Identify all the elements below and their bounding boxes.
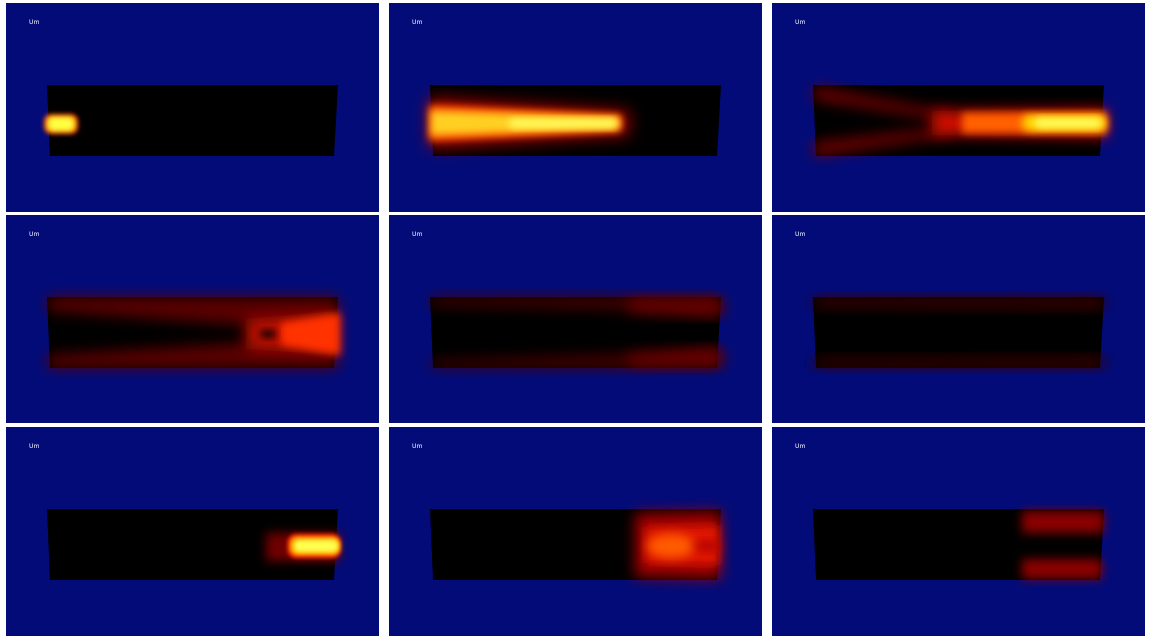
field-plot	[47, 509, 340, 580]
field-plot	[813, 509, 1104, 580]
domain	[813, 297, 1104, 368]
field-plot	[813, 297, 1104, 368]
field-plot	[430, 509, 721, 580]
field-plot	[47, 297, 340, 368]
panel-6: Um	[772, 215, 1145, 423]
field-label: Um	[29, 231, 40, 238]
panel-4: Um	[6, 215, 379, 423]
field-label: Um	[412, 443, 423, 450]
field-label: Um	[29, 19, 40, 26]
field-label: Um	[29, 443, 40, 450]
field-plot	[813, 85, 1107, 156]
field-label: Um	[412, 231, 423, 238]
field-label: Um	[412, 19, 423, 26]
panel-1: Um	[6, 3, 379, 212]
heat-region	[429, 98, 629, 148]
field-plot	[44, 85, 338, 156]
heat-region	[44, 114, 78, 134]
field-plot	[430, 297, 721, 368]
panel-3: Um	[772, 3, 1145, 212]
heat-region	[1022, 511, 1104, 579]
heat-region	[48, 297, 340, 368]
domain	[47, 85, 338, 156]
panel-7: Um	[6, 427, 379, 636]
heat-region	[635, 511, 721, 579]
heat-region	[431, 297, 721, 368]
panel-2: Um	[389, 3, 762, 212]
panel-9: Um	[772, 427, 1145, 636]
domain	[430, 297, 721, 368]
heat-region	[266, 533, 340, 561]
field-plot	[429, 85, 721, 156]
field-label: Um	[795, 19, 806, 26]
field-label: Um	[795, 443, 806, 450]
field-label: Um	[795, 231, 806, 238]
heat-region	[814, 87, 1107, 156]
panel-8: Um	[389, 427, 762, 636]
heat-region	[814, 297, 1104, 368]
panel-5: Um	[389, 215, 762, 423]
domain	[47, 509, 338, 580]
